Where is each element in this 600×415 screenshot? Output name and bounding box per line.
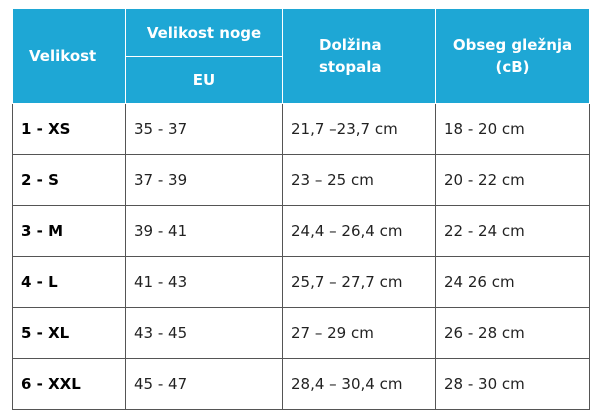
table-cell: 35 - 37 <box>125 103 283 155</box>
table-cell: 23 – 25 cm <box>282 154 436 206</box>
table-cell: 2 - S <box>12 154 126 206</box>
size-table: Velikost Velikost noge Dolžina stopala O… <box>12 8 590 410</box>
table-body: 1 - XS 35 - 37 21,7 –23,7 cm 18 - 20 cm 2 - … <box>12 103 590 410</box>
table-cell: 28,4 – 30,4 cm <box>282 358 436 410</box>
table-header: Velikost Velikost noge Dolžina stopala O… <box>12 8 590 104</box>
table-row: 1 - XS 35 - 37 21,7 –23,7 cm 18 - 20 cm <box>12 103 590 155</box>
header-text: Obseg gležnja (cB) <box>452 36 573 76</box>
header-cell: Dolžina stopala <box>282 8 436 104</box>
table-cell: 21,7 –23,7 cm <box>282 103 436 155</box>
table-cell: 3 - M <box>12 205 126 257</box>
table-cell: 18 - 20 cm <box>435 103 590 155</box>
table-row: 2 - S 37 - 39 23 – 25 cm 20 - 22 cm <box>12 154 590 206</box>
table-row: 5 - XL 43 - 45 27 – 29 cm 26 - 28 cm <box>12 307 590 359</box>
header-cell: EU <box>125 56 283 104</box>
header-cell: Obseg gležnja (cB) <box>435 8 590 104</box>
table-row: 3 - M 39 - 41 24,4 – 26,4 cm 22 - 24 cm <box>12 205 590 257</box>
table-cell: 26 - 28 cm <box>435 307 590 359</box>
table-row: 6 - XXL 45 - 47 28,4 – 30,4 cm 28 - 30 cm <box>12 358 590 410</box>
table-cell: 24 26 cm <box>435 256 590 308</box>
table-cell: 45 - 47 <box>125 358 283 410</box>
table-cell: 6 - XXL <box>12 358 126 410</box>
header-cell: Velikost noge <box>125 8 283 57</box>
table-cell: 20 - 22 cm <box>435 154 590 206</box>
table-row: 4 - L 41 - 43 25,7 – 27,7 cm 24 26 cm <box>12 256 590 308</box>
table-cell: 4 - L <box>12 256 126 308</box>
table-cell: 28 - 30 cm <box>435 358 590 410</box>
header-cell: Velikost <box>12 8 126 104</box>
table-cell: 1 - XS <box>12 103 126 155</box>
table-cell: 22 - 24 cm <box>435 205 590 257</box>
table-cell: 25,7 – 27,7 cm <box>282 256 436 308</box>
table-cell: 27 – 29 cm <box>282 307 436 359</box>
table-cell: 43 - 45 <box>125 307 283 359</box>
table-cell: 39 - 41 <box>125 205 283 257</box>
header-text: Dolžina stopala <box>319 36 382 76</box>
table-cell: 41 - 43 <box>125 256 283 308</box>
table-cell: 5 - XL <box>12 307 126 359</box>
table-cell: 24,4 – 26,4 cm <box>282 205 436 257</box>
table-cell: 37 - 39 <box>125 154 283 206</box>
